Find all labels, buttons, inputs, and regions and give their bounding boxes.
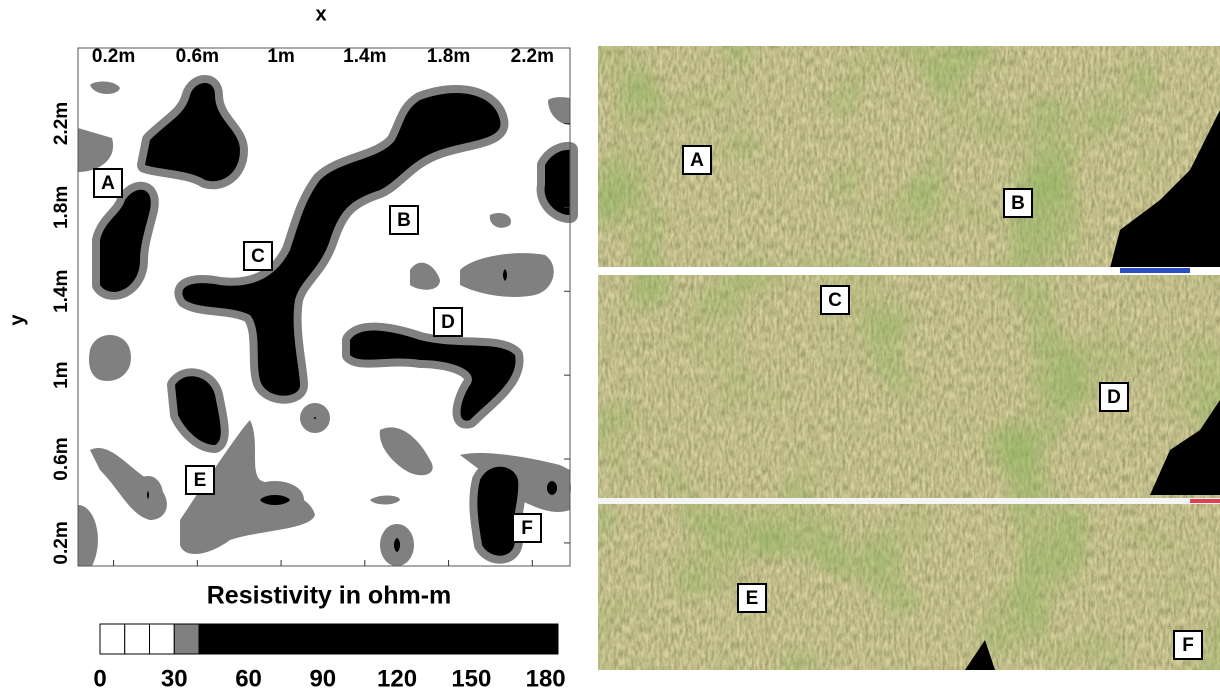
colorbar-segment xyxy=(150,624,175,654)
y-tick-label: 0.2m xyxy=(51,521,72,564)
photo-site-label: A xyxy=(690,150,704,171)
x-axis-label: x xyxy=(315,3,326,25)
colorbar-segment xyxy=(125,624,150,654)
map-site-label: B xyxy=(397,210,411,231)
high-resistivity-zone xyxy=(496,262,514,288)
high-resistivity-zone xyxy=(540,474,564,502)
x-tick-label: 0.2m xyxy=(92,46,135,67)
colorbar-title: Resistivity in ohm-m xyxy=(207,582,452,610)
x-tick-label: 1.8m xyxy=(427,46,470,67)
high-resistivity-zone xyxy=(387,531,407,559)
colorbar-tick-label: 60 xyxy=(235,665,262,692)
high-resistivity-zone xyxy=(140,483,156,507)
tape-mark xyxy=(1120,268,1190,273)
resistivity-map xyxy=(78,48,570,566)
colorbar-segment xyxy=(100,624,125,654)
photo-site-label: E xyxy=(746,588,759,609)
photo-site-label: F xyxy=(1182,635,1194,656)
photo xyxy=(598,46,1220,670)
figure: x y Resistivity in ohm-m 0.2m 0.6m 1m 1.4m 1… xyxy=(0,0,1220,698)
x-tick-label: 0.6m xyxy=(176,46,219,67)
map-site-label: C xyxy=(251,246,265,267)
tape xyxy=(598,498,1220,504)
map-site-label: D xyxy=(441,312,455,333)
high-resistivity-zone xyxy=(253,488,297,512)
y-tick-label: 1m xyxy=(51,361,72,388)
y-tick-label: 1.8m xyxy=(51,186,72,229)
x-tick-label: 2.2m xyxy=(511,46,554,67)
colorbar-tick-label: 120 xyxy=(377,665,417,692)
colorbar-tick-label: 90 xyxy=(309,665,336,692)
green-patches xyxy=(598,46,1220,670)
y-tick-label: 0.6m xyxy=(51,437,72,480)
colorbar-segment xyxy=(199,624,558,654)
map-site-label: F xyxy=(521,518,533,539)
photo-site-label: D xyxy=(1107,387,1121,408)
colorbar-segment xyxy=(174,624,199,654)
colorbar-tick-label: 30 xyxy=(161,665,188,692)
y-tick-label: 1.4m xyxy=(51,270,72,313)
high-resistivity-zone xyxy=(545,150,570,215)
y-axis-label: y xyxy=(6,314,28,326)
tape-mark xyxy=(1190,499,1220,503)
map-site-label: A xyxy=(101,173,115,194)
high-resistivity-zone xyxy=(175,376,221,445)
colorbar-tick-label: 150 xyxy=(451,665,491,692)
x-tick-label: 1.4m xyxy=(343,46,386,67)
x-tick-label: 1m xyxy=(267,46,294,67)
map-site-label: E xyxy=(194,470,207,491)
colorbar-tick-label: 180 xyxy=(526,665,566,692)
photo-site-label: C xyxy=(828,290,842,311)
photo-site-label: B xyxy=(1011,193,1025,214)
colorbar-tick-label: 0 xyxy=(93,665,106,692)
high-resistivity-zone xyxy=(307,410,323,426)
y-tick-label: 2.2m xyxy=(51,102,72,145)
